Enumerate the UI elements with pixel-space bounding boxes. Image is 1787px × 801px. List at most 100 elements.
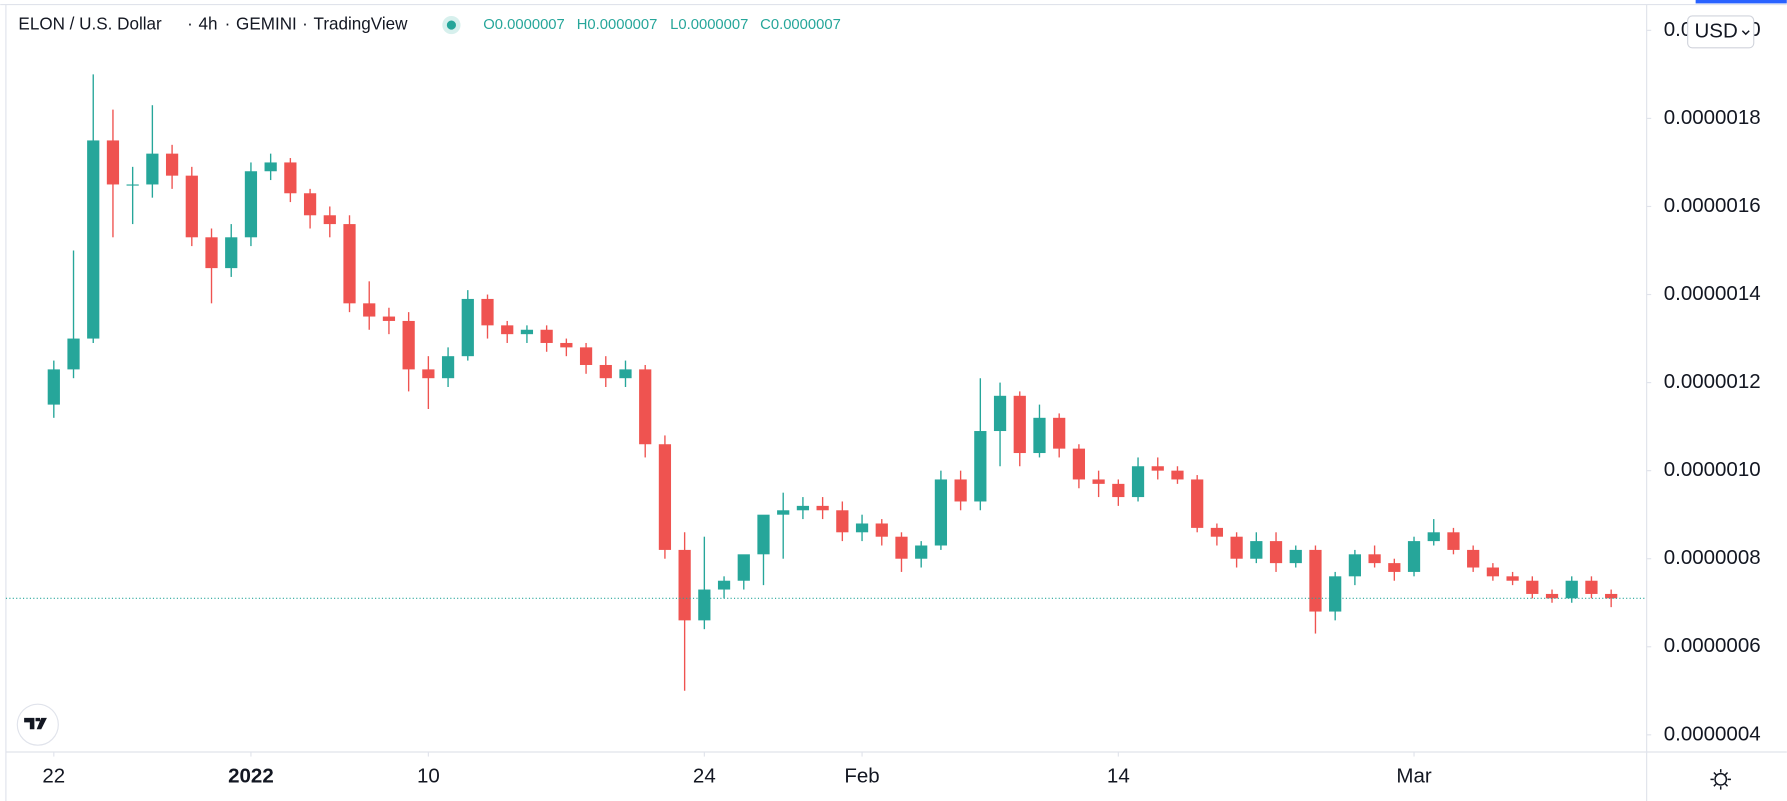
- candle-body: [1565, 580, 1578, 599]
- candle-body: [146, 153, 159, 185]
- candle-body: [658, 444, 672, 550]
- candle-body: [284, 162, 297, 194]
- price-axis: 0.0000004 0.0000006 0.0000008 0.0000010 0.00…: [1646, 18, 1761, 745]
- candle-body: [323, 215, 336, 225]
- x-tick-label: Feb: [844, 764, 879, 787]
- symbol: ELON / U.S. Dollar: [18, 15, 162, 34]
- settings-button[interactable]: [1710, 769, 1731, 790]
- candle-body: [540, 329, 553, 343]
- candle-body: [1013, 395, 1026, 454]
- y-tick-label: 0.0000018: [1664, 106, 1761, 129]
- candle-body: [422, 369, 435, 379]
- currency-button[interactable]: USD: [1687, 15, 1755, 49]
- candle-body: [796, 505, 810, 511]
- candle-body: [1506, 576, 1519, 581]
- x-tick-label: 10: [417, 764, 440, 787]
- candle-body: [185, 175, 198, 238]
- separator: ·: [187, 15, 193, 34]
- candle-body: [698, 589, 711, 621]
- candle-body: [1131, 466, 1145, 498]
- candle-body: [1486, 567, 1499, 577]
- ohlc-close: C0.0000007: [760, 17, 841, 33]
- y-tick-label: 0.0000008: [1664, 546, 1761, 569]
- candle-body: [1329, 576, 1342, 612]
- tv-logo-bg[interactable]: [16, 703, 59, 746]
- candle-body: [1250, 541, 1263, 559]
- candle-body: [501, 325, 514, 335]
- ohlc-low: L0.0000007: [670, 17, 748, 33]
- candle-body: [1526, 580, 1539, 594]
- candle-body: [1171, 470, 1184, 480]
- candle-body: [67, 338, 80, 370]
- candle-body: [47, 369, 60, 405]
- candle-body: [225, 237, 238, 269]
- settings-rays: [1710, 769, 1731, 790]
- candle-body: [619, 369, 632, 379]
- currency-button-bg[interactable]: [1687, 15, 1755, 49]
- y-tick-label: 0.0000010: [1664, 458, 1761, 481]
- candle-body: [1191, 479, 1204, 528]
- legend-header: ELON / U.S. Dollar · 4h · GEMINI · Tradi…: [18, 15, 841, 35]
- ohlc-open: O0.0000007: [483, 17, 564, 33]
- separator: ·: [302, 15, 308, 34]
- candle-body: [1585, 580, 1598, 594]
- candle-body: [1230, 536, 1243, 559]
- candle-body: [717, 580, 731, 590]
- candle-body: [264, 162, 277, 172]
- candle-body: [402, 320, 415, 370]
- candle-body: [1092, 479, 1105, 484]
- candle-body: [126, 184, 139, 186]
- ohlc-high: H0.0000007: [577, 17, 658, 33]
- x-tick-label: 22: [42, 764, 65, 787]
- candle-body: [1467, 549, 1480, 568]
- y-tick-label: 0.0000004: [1664, 722, 1761, 745]
- candle-body: [1033, 417, 1046, 454]
- tv-logo-button[interactable]: [16, 703, 59, 746]
- tv-logo: [24, 717, 47, 730]
- candle-body: [934, 479, 948, 546]
- candle-body: [1388, 563, 1401, 572]
- candle-body: [599, 364, 612, 379]
- time-axis: 22 2022 10 24 Feb 14 Mar: [42, 752, 1432, 787]
- settings-icon[interactable]: [1714, 772, 1728, 786]
- candle-body: [678, 549, 691, 621]
- plot-area: [5, 74, 1647, 691]
- candle-body: [579, 347, 593, 365]
- y-tick-label: 0.0000016: [1664, 194, 1761, 217]
- candle-body: [1309, 549, 1322, 612]
- x-tick-label: 14: [1107, 764, 1130, 787]
- candle-body: [1289, 549, 1302, 564]
- x-tick-label: 24: [693, 764, 716, 787]
- candle-body: [915, 545, 928, 559]
- candle-body: [639, 369, 652, 445]
- candle-body: [363, 303, 376, 317]
- candle-body: [855, 523, 869, 533]
- interval: 4h: [198, 15, 217, 34]
- candle-body: [1605, 593, 1618, 599]
- candle-body: [382, 316, 396, 321]
- candle-body: [1112, 483, 1125, 498]
- candle-body: [895, 536, 908, 559]
- candle-body: [87, 140, 100, 339]
- candle-body: [1407, 541, 1421, 572]
- candle-body: [1269, 541, 1283, 564]
- candle-body: [777, 510, 790, 515]
- status-dot[interactable]: [446, 20, 456, 30]
- candle-body: [1368, 554, 1381, 564]
- candle-body: [1447, 532, 1460, 550]
- candle-body: [244, 171, 258, 238]
- candle-body: [836, 510, 849, 533]
- candle-body: [560, 342, 573, 348]
- y-tick-label: 0.0000014: [1664, 282, 1761, 305]
- candle-body: [1545, 593, 1559, 599]
- currency-label[interactable]: USD: [1695, 19, 1738, 42]
- y-tick-label: 0.0000006: [1664, 634, 1761, 657]
- candle-body: [1151, 466, 1164, 471]
- x-tick-label: 2022: [228, 764, 274, 787]
- candle-body: [757, 514, 770, 555]
- candle-body: [461, 298, 474, 357]
- candle-body: [993, 395, 1007, 432]
- candle-body: [1210, 527, 1224, 537]
